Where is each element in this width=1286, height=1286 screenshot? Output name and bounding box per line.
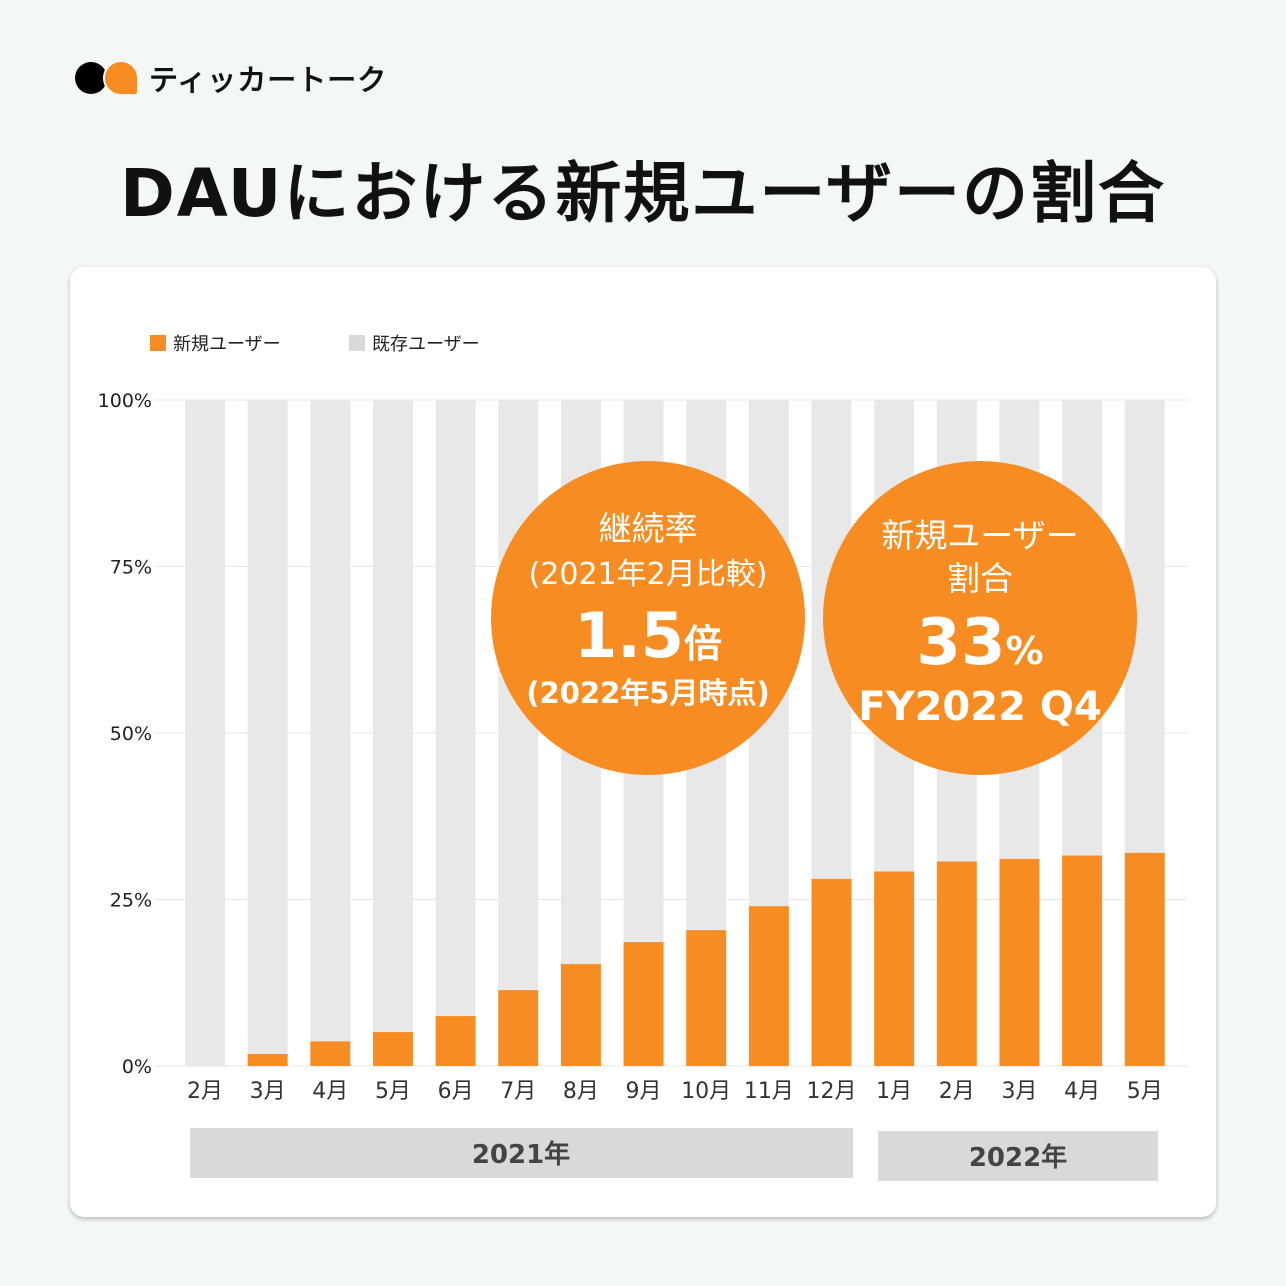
- x-tick-label: 8月: [563, 1079, 599, 1104]
- x-tick-label: 2月: [187, 1079, 223, 1104]
- bar-new: [310, 1041, 351, 1066]
- y-tick-label: 0%: [122, 1056, 152, 1078]
- legend-swatch-existing: [349, 335, 365, 351]
- annotation-label: 新規ユーザー: [881, 516, 1078, 555]
- year-label: 2021年: [472, 1139, 570, 1170]
- x-tick-label: 7月: [500, 1079, 536, 1104]
- year-band: [190, 1128, 853, 1178]
- x-tick-label: 6月: [438, 1079, 474, 1104]
- bar-new: [874, 871, 915, 1066]
- y-tick-label: 50%: [110, 723, 152, 745]
- x-tick-label: 1月: [876, 1079, 912, 1104]
- legend-label-new: 新規ユーザー: [173, 334, 281, 355]
- bar-new: [623, 942, 664, 1066]
- x-tick-label: 12月: [807, 1079, 857, 1104]
- bar-new: [1124, 852, 1165, 1066]
- bar-new: [999, 858, 1040, 1066]
- bar-existing: [185, 400, 225, 1066]
- year-label: 2022年: [969, 1142, 1067, 1173]
- bar-new: [498, 990, 539, 1066]
- y-tick-label: 25%: [110, 890, 152, 912]
- y-tick-label: 75%: [110, 557, 152, 579]
- legend-label-existing: 既存ユーザー: [372, 334, 480, 355]
- bar-existing: [310, 400, 351, 1042]
- page-title: DAUにおける新規ユーザーの割合: [119, 155, 1167, 232]
- annotation-footer: FY2022 Q4: [858, 684, 1101, 730]
- annotation-value: 1.5倍: [574, 599, 722, 672]
- logo-bubbles-icon: [75, 60, 139, 96]
- bar-existing: [247, 400, 288, 1055]
- brand-logo: ティッカートーク: [75, 60, 388, 97]
- legend-item-existing: 既存ユーザー: [349, 330, 480, 356]
- bar-new: [748, 906, 789, 1066]
- x-tick-label: 5月: [375, 1079, 411, 1104]
- legend-item-new: 新規ユーザー: [150, 330, 281, 356]
- bar-existing: [372, 400, 413, 1033]
- x-tick-label: 5月: [1127, 1079, 1163, 1104]
- legend-swatch-new: [150, 335, 166, 351]
- annotation-label: (2021年2月比較): [529, 557, 768, 592]
- x-tick-label: 9月: [626, 1079, 662, 1104]
- year-band: [878, 1131, 1158, 1181]
- bar-new: [936, 861, 977, 1066]
- bar-new: [560, 964, 601, 1066]
- brand-name: ティッカートーク: [149, 63, 388, 97]
- y-tick-label: 100%: [98, 390, 152, 412]
- x-tick-label: 2月: [939, 1079, 975, 1104]
- bar-new: [247, 1054, 288, 1066]
- bar-new: [372, 1032, 413, 1066]
- x-tick-label: 10月: [681, 1079, 731, 1104]
- x-tick-label: 4月: [312, 1079, 348, 1104]
- bar-new: [811, 878, 852, 1066]
- annotation-circle: [491, 461, 805, 775]
- annotation-label: 割合: [947, 559, 1013, 598]
- x-tick-label: 4月: [1064, 1079, 1100, 1104]
- annotation-circle: [823, 461, 1137, 775]
- bar-existing: [435, 400, 476, 1017]
- annotation-footer: (2022年5月時点): [526, 676, 769, 710]
- bar-new: [435, 1016, 476, 1066]
- annotation-label: 継続率: [599, 509, 698, 548]
- annotation-value: 33%: [916, 606, 1043, 680]
- x-tick-label: 3月: [250, 1079, 286, 1104]
- x-tick-label: 11月: [744, 1079, 794, 1104]
- x-tick-label: 3月: [1001, 1079, 1037, 1104]
- bar-new: [1062, 855, 1103, 1066]
- bar-new: [686, 930, 727, 1066]
